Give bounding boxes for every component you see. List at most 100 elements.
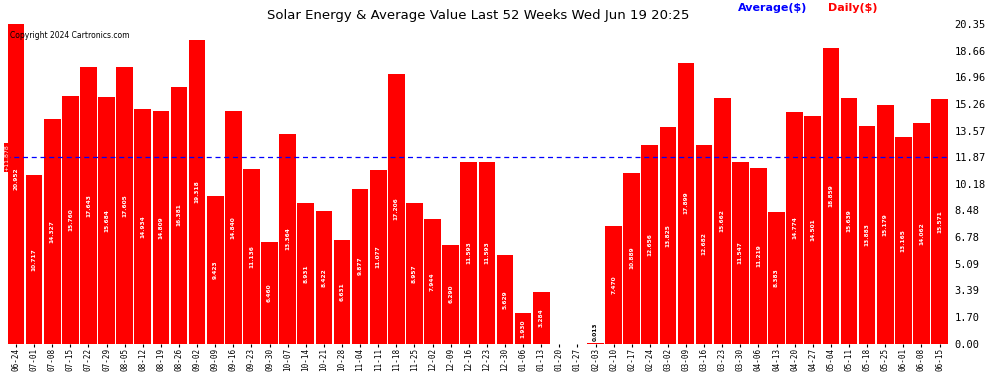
Bar	[478, 162, 495, 344]
Bar	[8, 15, 25, 344]
Text: 8.931: 8.931	[303, 264, 308, 283]
Text: 3.284: 3.284	[539, 308, 544, 327]
Bar	[334, 240, 350, 344]
Text: 12.656: 12.656	[647, 233, 652, 256]
Text: 6.460: 6.460	[267, 284, 272, 302]
Bar	[605, 226, 622, 344]
Bar	[297, 203, 314, 344]
Text: 10.717: 10.717	[32, 248, 37, 271]
Text: 15.571: 15.571	[938, 210, 942, 233]
Bar	[244, 169, 259, 344]
Text: 11.136: 11.136	[248, 245, 254, 268]
Bar	[624, 173, 641, 344]
Bar	[913, 123, 930, 344]
Bar	[533, 292, 549, 344]
Bar	[406, 203, 423, 344]
Text: 17.605: 17.605	[122, 194, 127, 217]
Text: 5.629: 5.629	[503, 290, 508, 309]
Bar	[732, 162, 748, 344]
Text: 15.760: 15.760	[68, 209, 73, 231]
Bar	[316, 211, 333, 344]
Text: 11.077: 11.077	[376, 245, 381, 268]
Bar	[62, 96, 79, 344]
Bar	[805, 116, 821, 344]
Text: 8.957: 8.957	[412, 264, 417, 283]
Bar	[207, 196, 224, 344]
Bar	[279, 134, 296, 344]
Bar	[877, 105, 894, 344]
Text: 6.290: 6.290	[448, 285, 453, 303]
Text: 12.682: 12.682	[702, 232, 707, 255]
Text: 7.470: 7.470	[611, 276, 616, 294]
Text: 14.934: 14.934	[141, 215, 146, 238]
Text: Daily($): Daily($)	[828, 3, 877, 13]
Text: 9.877: 9.877	[357, 257, 362, 275]
Text: 11.219: 11.219	[756, 244, 761, 267]
Bar	[678, 63, 694, 344]
Bar	[135, 109, 151, 344]
Bar	[351, 189, 368, 344]
Text: 14.809: 14.809	[158, 216, 163, 238]
Bar	[932, 99, 947, 344]
Bar	[189, 40, 206, 344]
Text: 13.364: 13.364	[285, 227, 290, 250]
Text: 14.840: 14.840	[231, 216, 236, 238]
Text: 11.593: 11.593	[484, 241, 489, 264]
Bar	[858, 126, 875, 344]
Text: 14.062: 14.062	[919, 222, 924, 245]
Bar	[515, 313, 532, 344]
Bar	[44, 119, 60, 344]
Text: 11.547: 11.547	[738, 242, 742, 264]
Bar	[152, 111, 169, 344]
Text: 1.930: 1.930	[521, 319, 526, 338]
Bar	[659, 127, 676, 344]
Text: 14.501: 14.501	[810, 218, 816, 241]
Bar	[261, 242, 278, 344]
Title: Solar Energy & Average Value Last 52 Weeks Wed Jun 19 20:25: Solar Energy & Average Value Last 52 Wee…	[266, 9, 689, 22]
Bar	[696, 145, 713, 344]
Text: 15.179: 15.179	[883, 213, 888, 236]
Text: Copyright 2024 Cartronics.com: Copyright 2024 Cartronics.com	[10, 31, 130, 40]
Text: 0.013: 0.013	[593, 323, 598, 341]
Bar	[225, 111, 242, 344]
Text: +11.878: +11.878	[5, 144, 10, 171]
Text: 14.327: 14.327	[50, 220, 54, 243]
Text: 14.774: 14.774	[792, 216, 797, 239]
Bar	[895, 137, 912, 344]
Text: 13.165: 13.165	[901, 229, 906, 252]
Bar	[117, 68, 133, 344]
Bar	[370, 170, 386, 344]
Bar	[642, 145, 658, 344]
Bar	[460, 162, 477, 344]
Text: 8.422: 8.422	[322, 268, 327, 287]
Bar	[823, 48, 840, 344]
Bar	[497, 255, 513, 344]
Text: 15.639: 15.639	[846, 210, 851, 232]
Bar	[26, 176, 43, 344]
Bar	[841, 98, 857, 344]
Text: 16.381: 16.381	[176, 204, 181, 226]
Bar	[768, 212, 785, 344]
Bar	[443, 245, 459, 344]
Text: 8.383: 8.383	[774, 268, 779, 287]
Text: Average($): Average($)	[738, 3, 807, 13]
Text: 17.643: 17.643	[86, 194, 91, 217]
Text: 10.889: 10.889	[630, 247, 635, 269]
Bar	[80, 67, 97, 344]
Text: 13.883: 13.883	[864, 223, 869, 246]
Bar	[786, 112, 803, 344]
Bar	[714, 98, 731, 344]
Text: 6.631: 6.631	[340, 282, 345, 301]
Text: 11.593: 11.593	[466, 241, 471, 264]
Text: 17.899: 17.899	[683, 192, 688, 214]
Bar	[170, 87, 187, 344]
Text: 15.662: 15.662	[720, 209, 725, 232]
Text: 9.423: 9.423	[213, 260, 218, 279]
Text: 20.952: 20.952	[14, 168, 19, 190]
Text: 13.825: 13.825	[665, 224, 670, 246]
Bar	[388, 74, 405, 344]
Text: 7.944: 7.944	[430, 272, 435, 291]
Bar	[424, 219, 441, 344]
Bar	[98, 98, 115, 344]
Text: 15.684: 15.684	[104, 209, 109, 232]
